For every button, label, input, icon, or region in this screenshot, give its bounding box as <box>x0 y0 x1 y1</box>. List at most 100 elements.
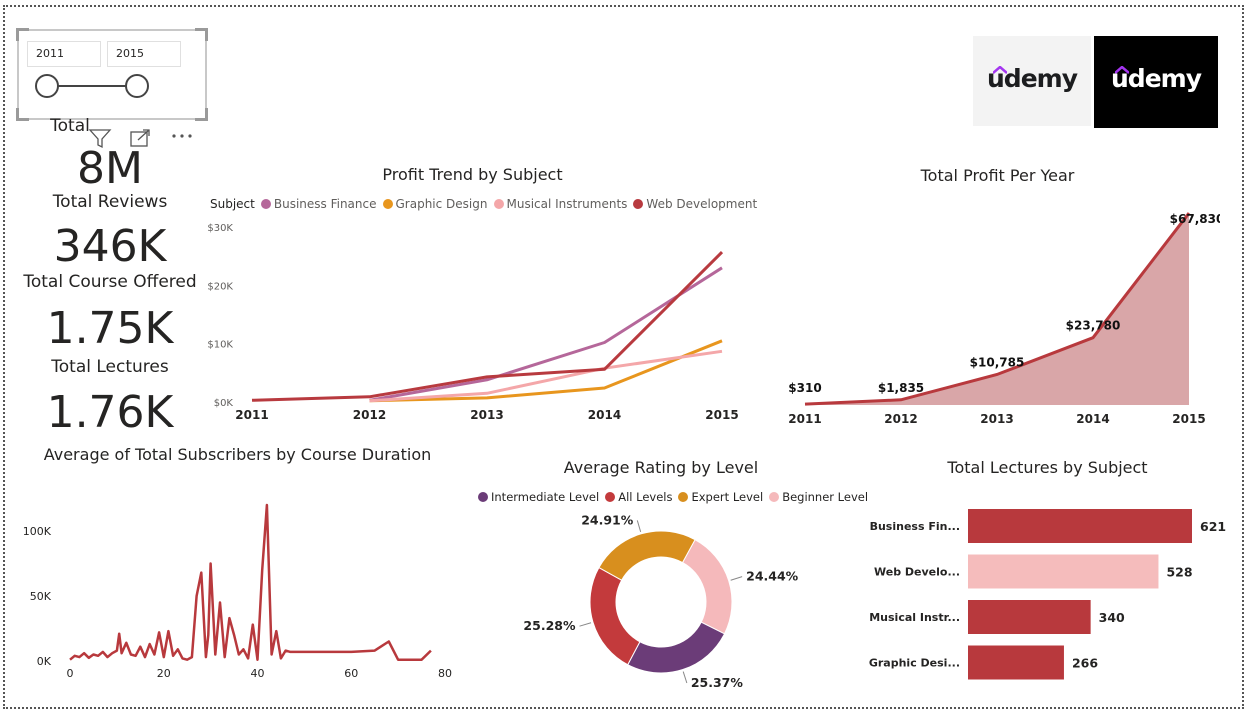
bar[interactable] <box>968 509 1192 543</box>
leader-line <box>636 520 642 533</box>
legend-item[interactable]: Beginner Level <box>782 490 869 504</box>
series-line-business-finance[interactable] <box>369 266 723 402</box>
partial-kpi-label: Total <box>50 116 90 136</box>
y-tick-label: $10K <box>207 340 233 351</box>
slider-start-handle[interactable] <box>35 74 59 98</box>
y-tick-label: 50K <box>30 590 52 603</box>
x-tick-label: 0 <box>67 667 74 680</box>
donut-slice-intermediate-level[interactable] <box>627 621 726 674</box>
x-tick-label: 2012 <box>353 408 386 422</box>
focus-mode-icon[interactable] <box>130 129 150 147</box>
y-tick-label: $30K <box>207 223 233 234</box>
x-tick-label: 2013 <box>470 408 503 422</box>
x-tick-label: 2011 <box>235 408 268 422</box>
bar-value-label: 528 <box>1166 565 1192 580</box>
total-lectures-value: 1.75K <box>46 303 174 354</box>
x-tick-label: 80 <box>438 667 452 680</box>
series-line-web-development[interactable] <box>251 251 724 402</box>
profit-year-title: Total Profit Per Year <box>920 166 1075 185</box>
legend-item[interactable]: Business Finance <box>273 197 377 211</box>
bar[interactable] <box>968 645 1064 680</box>
udemy-logo-light: udemy <box>973 36 1091 126</box>
profit-trend-legend: Subject Business Finance Graphic Design Mus… <box>210 197 757 211</box>
subscribers-line[interactable] <box>69 503 432 661</box>
category-label: Business Fin... <box>870 520 960 533</box>
legend-item[interactable]: All Levels <box>618 490 673 504</box>
slice-value-label: 25.37% <box>691 675 744 690</box>
profit-line[interactable] <box>804 212 1191 406</box>
data-label: $310 <box>788 381 821 395</box>
bar[interactable] <box>968 600 1091 634</box>
rating-level-donut[interactable]: 24.44% 25.37% 25.28% 24.91% <box>505 510 825 695</box>
rating-level-title: Average Rating by Level <box>563 458 759 477</box>
data-label: $10,785 <box>970 355 1025 369</box>
legend-item[interactable]: Web Development <box>646 197 758 211</box>
visual-header-toolbar <box>88 129 192 149</box>
subscribers-chart[interactable]: 0K 50K 100K 0 20 40 60 80 <box>15 495 460 690</box>
legend-item[interactable]: Expert Level <box>691 490 764 504</box>
udemy-logo-text: udemy <box>1111 64 1202 93</box>
fourth-kpi-value: 1.76K <box>46 387 174 438</box>
profit-year-chart[interactable]: 2011 2012 2013 2014 2015 $310 $1,835 $10,785 $23… <box>780 195 1220 435</box>
slicer-end-year[interactable]: 2015 <box>107 41 181 67</box>
x-tick-label: 2015 <box>1172 412 1205 426</box>
slider-track[interactable] <box>19 71 205 101</box>
slice-value-label: 24.44% <box>746 569 799 584</box>
x-tick-label: 2012 <box>884 412 917 426</box>
x-tick-label: 2011 <box>788 412 821 426</box>
donut-slice-all-levels[interactable] <box>589 566 641 666</box>
x-tick-label: 60 <box>344 667 358 680</box>
profit-trend-title: Profit Trend by Subject <box>382 165 563 184</box>
more-options-icon[interactable] <box>172 134 192 138</box>
legend-title: Subject <box>210 197 255 211</box>
slider-end-handle[interactable] <box>125 74 149 98</box>
subscribers-title: Average of Total Subscribers by Course D… <box>43 445 432 464</box>
total-lectures-label: Total Lectures <box>51 357 169 377</box>
y-tick-label: 0K <box>37 655 52 668</box>
data-label: $67,830 <box>1170 212 1220 226</box>
dashboard-frame <box>3 5 1244 709</box>
legend-item[interactable]: Graphic Design <box>395 197 488 211</box>
profit-area-fill <box>805 213 1189 405</box>
filter-icon[interactable] <box>88 129 112 149</box>
x-tick-label: 2014 <box>1076 412 1109 426</box>
lectures-subject-title: Total Lectures by Subject <box>947 458 1148 477</box>
bar-value-label: 266 <box>1072 656 1098 671</box>
rating-level-legend: Intermediate Level All Levels Expert Level… <box>478 490 868 504</box>
bar-value-label: 621 <box>1200 519 1226 534</box>
x-tick-label: 20 <box>157 667 171 680</box>
total-reviews-value: 8M <box>77 143 143 194</box>
bar[interactable] <box>968 554 1159 589</box>
legend-item[interactable]: Intermediate Level <box>491 490 600 504</box>
slice-value-label: 24.91% <box>581 512 634 527</box>
y-tick-label: $20K <box>207 281 233 292</box>
x-tick-label: 2014 <box>588 408 621 422</box>
donut-slice-beginner-level[interactable] <box>681 539 733 635</box>
profit-trend-chart[interactable]: $0K $10K $20K $30K 2011 2012 2013 2014 2015 <box>200 215 745 430</box>
slice-value-label: 25.28% <box>523 618 576 633</box>
leader-line <box>682 671 688 684</box>
legend-item[interactable]: Musical Instruments <box>506 197 628 211</box>
udemy-logo-dark: udemy <box>1094 36 1218 128</box>
x-tick-label: 2015 <box>705 408 738 422</box>
x-tick-label: 2013 <box>980 412 1013 426</box>
year-range-slicer[interactable]: 2011 2015 <box>16 28 208 121</box>
leader-line <box>579 622 592 627</box>
udemy-cap-icon <box>993 66 1007 74</box>
bar-value-label: 340 <box>1099 610 1125 625</box>
lectures-subject-chart[interactable]: Business Fin... 621 Web Develo... 528 Musica… <box>860 500 1235 695</box>
category-label: Musical Instr... <box>869 611 960 624</box>
total-courses-label: Total Course Offered <box>23 272 197 292</box>
total-reviews-label: Total Reviews <box>52 192 168 212</box>
y-tick-label: $0K <box>214 398 234 409</box>
x-tick-label: 40 <box>251 667 265 680</box>
donut-slice-expert-level[interactable] <box>598 530 696 581</box>
udemy-cap-icon <box>1115 66 1129 74</box>
y-tick-label: 100K <box>23 525 52 538</box>
data-label: $1,835 <box>878 381 924 395</box>
category-label: Web Develo... <box>874 566 960 579</box>
data-label: $23,780 <box>1066 319 1121 333</box>
series-line-musical-instruments[interactable] <box>369 349 723 403</box>
series-line-graphic-design[interactable] <box>369 339 723 403</box>
slicer-start-year[interactable]: 2011 <box>27 41 101 67</box>
